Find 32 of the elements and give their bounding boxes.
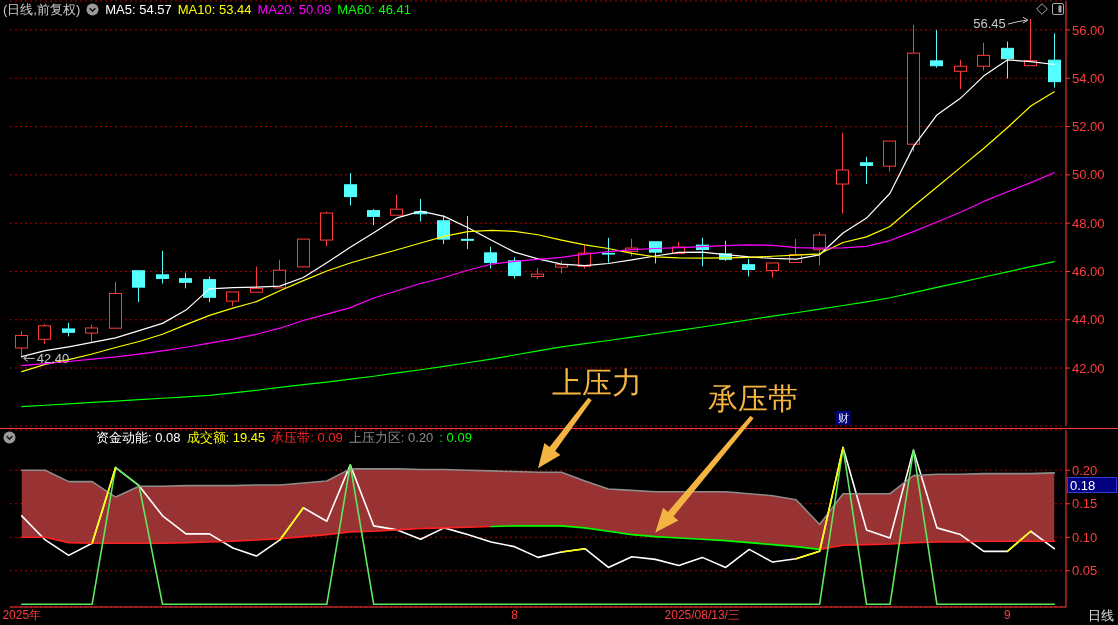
y-tick-label: 0.10 (1072, 529, 1098, 545)
x-tick-label: 9 (1003, 608, 1011, 622)
chart-title: (日线,前复权) (3, 2, 81, 17)
annotation: 财 (837, 412, 849, 424)
x-tick-label: 2025年 (2, 608, 42, 622)
text: 日线 (1088, 608, 1114, 623)
y-tick-label: 46.00 (1072, 264, 1105, 280)
annotation: 56.45 (973, 16, 1006, 32)
series-label: 上压力区: 0.20 (348, 430, 434, 445)
x-tick-label: 8 (511, 608, 519, 622)
text: 0.18 (1070, 478, 1096, 493)
y-tick-label: 0.20 (1072, 462, 1098, 478)
y-tick-label: 52.00 (1072, 119, 1105, 135)
annotation: 成交额: 19.45 (186, 430, 266, 445)
annotation: 上压力 (552, 366, 642, 399)
y-tick-label: 56.00 (1072, 22, 1105, 38)
text: MA20: 50.09 (257, 2, 332, 17)
x-tick-label: 2025/08/13/三 (664, 608, 740, 622)
text: 承压带: 0.09 (271, 430, 343, 445)
y-tick-label: 44.00 (1072, 312, 1105, 328)
y-tick-label: 50.00 (1072, 167, 1105, 183)
annotation: 承压带 (708, 382, 798, 415)
y-tick-label: 48.00 (1072, 215, 1105, 231)
text: MA5: 54.57 (105, 2, 172, 17)
text: : 0.09 (439, 430, 472, 445)
y-tick-label: 0.05 (1072, 563, 1098, 579)
text: MA10: 53.44 (177, 2, 252, 17)
y-tick-label: 42.00 (1072, 360, 1105, 376)
text: MA60: 46.41 (337, 2, 411, 17)
y-tick-label: 54.00 (1072, 70, 1105, 86)
y-tick-label: 0.15 (1072, 496, 1098, 512)
text: 资金动能: 0.08 (96, 430, 181, 445)
